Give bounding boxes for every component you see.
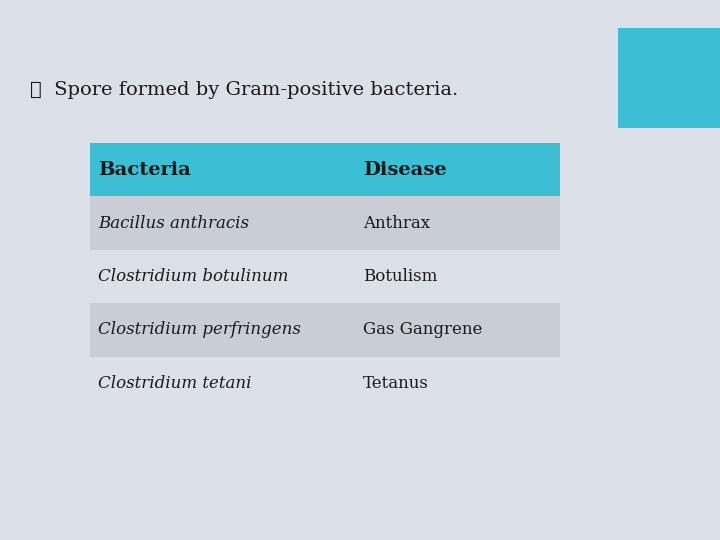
Text: Clostridium perfringens: Clostridium perfringens [98,321,301,339]
Text: Clostridium tetani: Clostridium tetani [98,375,251,392]
Text: Disease: Disease [363,161,446,179]
FancyBboxPatch shape [90,356,560,410]
FancyBboxPatch shape [618,28,720,128]
Text: ❖  Spore formed by Gram-positive bacteria.: ❖ Spore formed by Gram-positive bacteria… [30,81,458,99]
FancyBboxPatch shape [90,197,560,250]
Text: Bacteria: Bacteria [98,161,191,179]
Text: Tetanus: Tetanus [363,375,429,392]
FancyBboxPatch shape [90,250,560,303]
Text: Clostridium botulinum: Clostridium botulinum [98,268,289,285]
Text: Botulism: Botulism [363,268,437,285]
Text: Bacillus anthracis: Bacillus anthracis [98,214,249,232]
FancyBboxPatch shape [90,143,560,197]
Text: Anthrax: Anthrax [363,214,430,232]
FancyBboxPatch shape [90,303,560,356]
Text: Gas Gangrene: Gas Gangrene [363,321,482,339]
